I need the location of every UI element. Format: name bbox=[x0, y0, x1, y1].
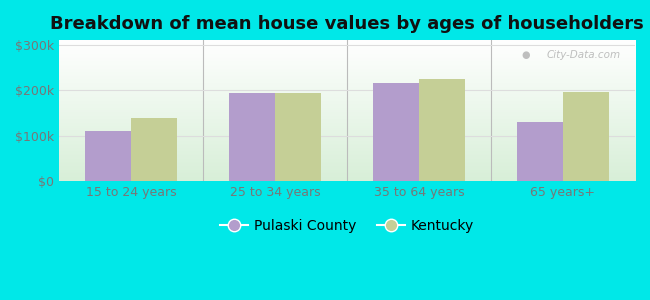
Bar bbox=[373, 83, 419, 182]
Legend: Pulaski County, Kentucky: Pulaski County, Kentucky bbox=[215, 214, 479, 239]
Text: City-Data.com: City-Data.com bbox=[547, 50, 621, 60]
Bar bbox=[229, 93, 275, 182]
Title: Breakdown of mean house values by ages of householders: Breakdown of mean house values by ages o… bbox=[50, 15, 644, 33]
Text: ●: ● bbox=[522, 50, 530, 60]
Bar bbox=[131, 118, 177, 182]
Bar bbox=[85, 131, 131, 182]
Bar bbox=[275, 93, 321, 182]
Bar bbox=[419, 79, 465, 182]
Bar bbox=[517, 122, 563, 182]
Bar bbox=[563, 92, 609, 182]
